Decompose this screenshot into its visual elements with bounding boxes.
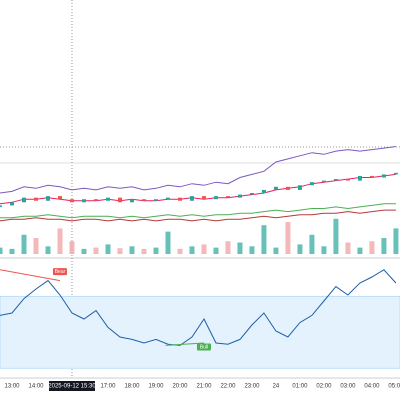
candle [393,172,398,175]
candle [153,199,158,201]
x-tick-label: 18:00 [124,384,140,390]
x-tick-label: 20:00 [172,384,188,390]
signal-label: Bear [55,269,66,275]
candle [213,196,218,200]
volume-bar [225,241,231,254]
series-line [0,173,396,205]
signal-label: Bull [200,344,208,350]
candle [345,179,350,181]
volume-bar [201,244,207,254]
candle [81,199,86,203]
candle [357,175,362,181]
volume-bar [285,222,291,254]
x-tick-label: 01:00 [292,384,308,390]
signal-label-box [52,268,67,276]
candle [333,179,338,181]
oscillator-band [0,295,400,369]
signal-label-box [196,343,211,351]
volume-bar [69,241,75,254]
volume-bar [213,247,219,254]
candle [45,196,50,201]
candle [9,202,14,206]
x-tick-label: 03:00 [340,384,356,390]
crosshair-label: 2025-09-12 15:30 [48,384,96,390]
candle [321,180,326,183]
x-tick-label: 22:00 [220,384,236,390]
volume-bar [141,248,147,254]
x-tick-label: 24 [273,384,280,390]
candle [285,186,290,190]
candle [249,193,254,195]
volume-bar [0,247,3,254]
candle [273,186,278,190]
volume-bar [189,246,195,254]
x-tick-label: 02:00 [316,384,332,390]
candle [33,197,38,201]
x-tick-label: 05:00 [388,384,400,390]
candle [201,196,206,200]
candle [297,185,302,190]
series-line [0,209,396,222]
x-tick-label: 17:00 [100,384,116,390]
volume-bar [21,234,27,254]
volume-bar [117,248,123,254]
candle [105,197,110,201]
volume-bar [369,241,375,254]
volume-bar [357,247,363,254]
candle [309,182,314,186]
volume-bar [237,242,243,254]
divergence-line [0,269,61,282]
volume-bar [33,238,39,254]
volume-bar [345,242,351,254]
volume-bar [381,238,387,254]
divergence-line [165,342,204,346]
volume-bar [177,248,183,254]
volume-bar [129,246,135,254]
x-tick-label: 13:00 [4,384,20,390]
candle [237,194,242,198]
candle [177,197,182,201]
volume-bar [81,248,87,254]
volume-bar [273,247,279,254]
volume-bar [93,247,99,254]
volume-bar [297,244,303,254]
candle [165,197,170,200]
candle [129,199,134,203]
candle [141,199,146,201]
crosshair-label-box [48,381,95,391]
candle [369,175,374,178]
candle [261,189,266,193]
candle [57,196,62,200]
volume-bar [261,225,267,254]
x-tick-label: 23:00 [244,384,260,390]
volume-bar [45,246,51,254]
candle [21,197,26,203]
candle [69,199,74,203]
x-tick-label: 04:00 [364,384,380,390]
x-tick-label: 21:00 [196,384,212,390]
x-tick-label: 14:00 [28,384,44,390]
volume-bar [105,244,111,254]
candle [225,196,230,198]
candle [93,199,98,201]
volume-bar [249,246,255,254]
volume-bar [9,248,15,254]
oscillator-line [0,269,397,346]
volume-bar [333,218,339,254]
volume-bar [393,228,399,254]
volume-bar [153,247,159,254]
series-line [0,203,396,219]
series-line [0,146,396,194]
x-tick-label: 19:00 [148,384,164,390]
candle [0,205,2,207]
volume-bar [321,246,327,254]
candle [117,197,122,203]
volume-bar [57,228,63,254]
volume-bar [165,231,171,254]
volume-bar [309,234,315,254]
candle [381,174,386,178]
candle [189,196,194,201]
